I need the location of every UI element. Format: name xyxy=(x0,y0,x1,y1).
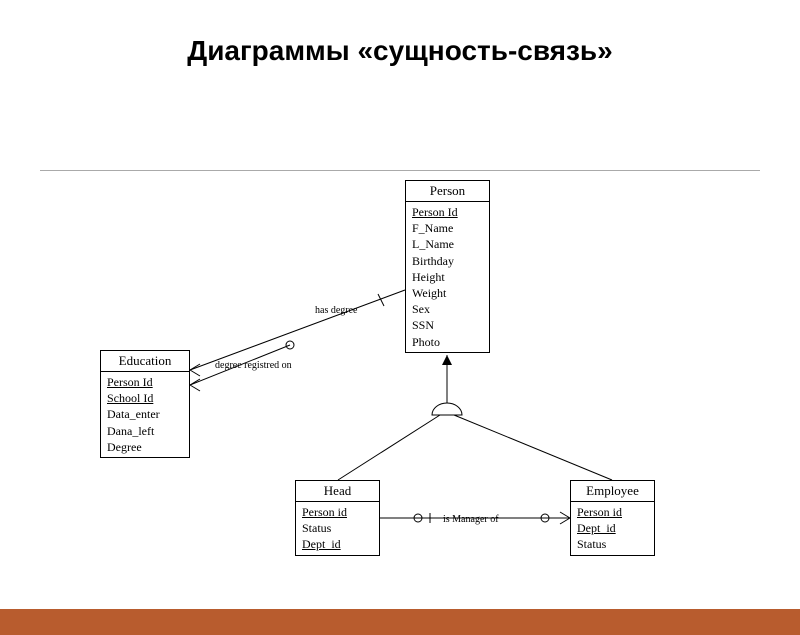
entity-person-body: Person Id F_Name L_Name Birthday Height … xyxy=(406,202,489,352)
attr: Dept_id xyxy=(577,520,648,536)
entity-head-title: Head xyxy=(296,481,379,502)
attr: Data_enter xyxy=(107,406,183,422)
attr: School Id xyxy=(107,390,183,406)
attr: F_Name xyxy=(412,220,483,236)
entity-employee: Employee Person id Dept_id Status xyxy=(570,480,655,556)
attr: Status xyxy=(577,536,648,552)
rel-has-degree: has degree xyxy=(315,305,357,316)
entity-head-body: Person id Status Dept_id xyxy=(296,502,379,555)
attr: Birthday xyxy=(412,253,483,269)
attr: Dana_left xyxy=(107,423,183,439)
attr: Dept_id xyxy=(302,536,373,552)
rel-is-manager: is Manager of xyxy=(443,514,499,525)
entity-education: Education Person Id School Id Data_enter… xyxy=(100,350,190,458)
attr: Height xyxy=(412,269,483,285)
entity-person-title: Person xyxy=(406,181,489,202)
entity-education-title: Education xyxy=(101,351,189,372)
attr: Person id xyxy=(302,504,373,520)
attr: Photo xyxy=(412,334,483,350)
attr: Person Id xyxy=(107,374,183,390)
entity-employee-title: Employee xyxy=(571,481,654,502)
er-diagram: Person Person Id F_Name L_Name Birthday … xyxy=(0,170,800,590)
attr: SSN xyxy=(412,317,483,333)
attr: Sex xyxy=(412,301,483,317)
attr: Person id xyxy=(577,504,648,520)
entity-employee-body: Person id Dept_id Status xyxy=(571,502,654,555)
page-title: Диаграммы «сущность-связь» xyxy=(0,35,800,67)
attr: Weight xyxy=(412,285,483,301)
attr: Status xyxy=(302,520,373,536)
attr: Person Id xyxy=(412,204,483,220)
entity-education-body: Person Id School Id Data_enter Dana_left… xyxy=(101,372,189,457)
rel-degree-registered: degree registred on xyxy=(215,360,292,371)
footer-bar xyxy=(0,609,800,635)
entity-head: Head Person id Status Dept_id xyxy=(295,480,380,556)
attr: Degree xyxy=(107,439,183,455)
entity-person: Person Person Id F_Name L_Name Birthday … xyxy=(405,180,490,353)
attr: L_Name xyxy=(412,236,483,252)
